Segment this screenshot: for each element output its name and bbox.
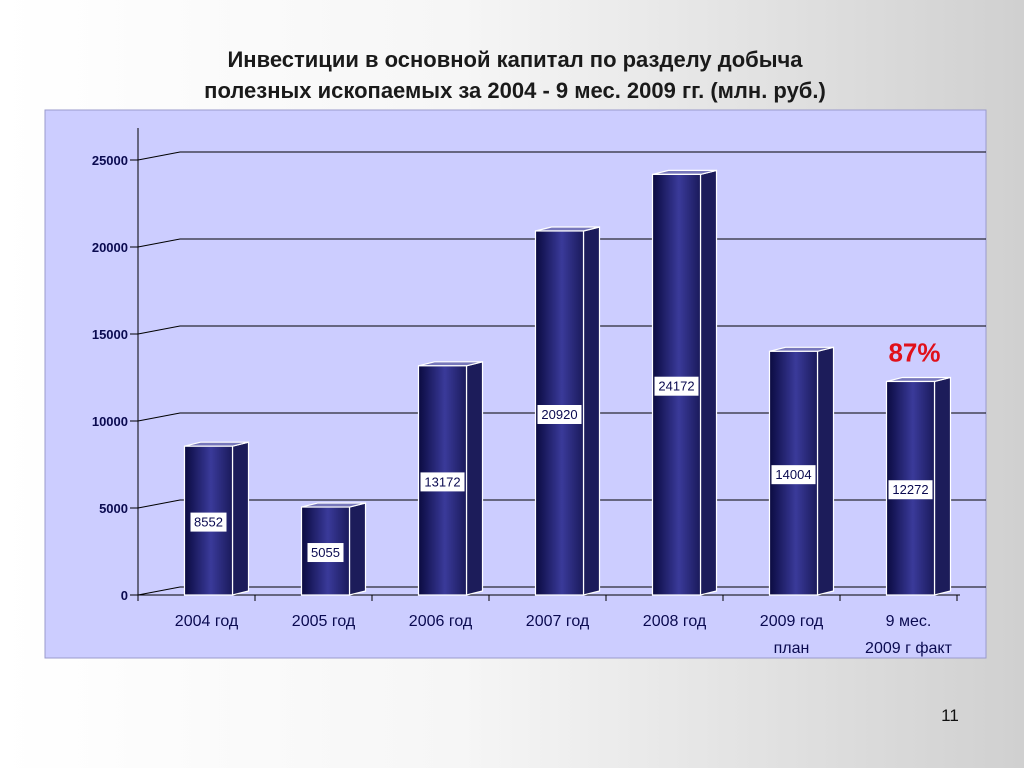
page-number: 11 <box>941 706 959 725</box>
bar-side <box>582 226 601 596</box>
gridline <box>137 151 986 161</box>
data-label-text: 24172 <box>658 379 694 394</box>
data-label: 5055 <box>307 543 344 563</box>
data-label-text: 12272 <box>892 482 928 497</box>
x-tick-label: 2007 год <box>526 613 590 630</box>
y-tick-label: 0 <box>121 588 128 603</box>
bar-side <box>348 502 367 596</box>
data-labels: 8552 5055 13172 20920 24172 14004 12272 <box>190 376 933 563</box>
data-label: 12272 <box>888 480 933 500</box>
data-label-text: 5055 <box>311 545 340 560</box>
x-tick-label: 2005 год <box>292 613 356 630</box>
y-tick-label: 25000 <box>92 153 128 168</box>
annotations: 87% <box>888 337 940 367</box>
data-label-bg <box>654 376 699 396</box>
x-tick-label: 2008 год <box>643 613 707 630</box>
y-tick-label: 20000 <box>92 240 128 255</box>
y-tick-label: 10000 <box>92 414 128 429</box>
data-label-text: 8552 <box>194 515 223 530</box>
y-axis-tick-labels: 0 5000 10000 15000 20000 25000 <box>92 153 128 603</box>
gridline <box>137 238 986 248</box>
data-label-bg <box>190 512 227 532</box>
chart-title-line1: Инвестиции в основной капитал по разделу… <box>227 47 803 72</box>
bar-side <box>465 361 484 596</box>
data-label: 8552 <box>190 512 227 532</box>
data-label-bg <box>307 543 344 563</box>
x-axis-tick-labels: 2004 год 2005 год 2006 год 2007 год 2008 год… <box>175 613 953 657</box>
x-tick-label: план <box>774 640 810 657</box>
data-label: 14004 <box>771 465 816 485</box>
percent-annotation: 87% <box>888 337 940 367</box>
gridline <box>137 412 986 422</box>
chart-title-line2: полезных ископаемых за 2004 - 9 мес. 200… <box>204 78 826 103</box>
x-tick-label: 2009 год <box>760 613 824 630</box>
gridlines <box>137 151 986 596</box>
bar-side <box>933 376 952 596</box>
data-label-text: 14004 <box>775 467 811 482</box>
bar-side <box>699 169 718 596</box>
bar-side <box>231 441 250 596</box>
y-tick-label: 5000 <box>99 501 128 516</box>
gridline <box>137 586 986 596</box>
data-label-text: 13172 <box>424 474 460 489</box>
data-label: 24172 <box>654 376 699 396</box>
data-label-bg <box>537 404 582 424</box>
x-tick-label: 9 мес. <box>886 613 932 630</box>
data-label: 13172 <box>420 472 465 492</box>
data-label-bg <box>771 465 816 485</box>
data-label-bg <box>888 480 933 500</box>
bar-side <box>816 346 835 596</box>
data-label-text: 20920 <box>541 407 577 422</box>
x-tick-label: 2004 год <box>175 613 239 630</box>
gridline <box>137 325 986 335</box>
data-label-bg <box>420 472 465 492</box>
x-tick-label: 2006 год <box>409 613 473 630</box>
data-label: 20920 <box>537 404 582 424</box>
x-tick-label: 2009 г факт <box>865 640 953 657</box>
gridline <box>137 499 986 509</box>
chart-title: Инвестиции в основной капитал по разделу… <box>140 44 890 106</box>
y-tick-label: 15000 <box>92 327 128 342</box>
